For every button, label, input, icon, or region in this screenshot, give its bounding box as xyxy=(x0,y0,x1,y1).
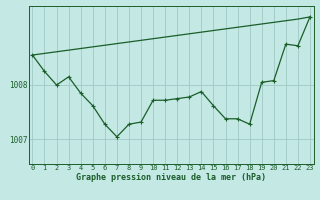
X-axis label: Graphe pression niveau de la mer (hPa): Graphe pression niveau de la mer (hPa) xyxy=(76,173,266,182)
